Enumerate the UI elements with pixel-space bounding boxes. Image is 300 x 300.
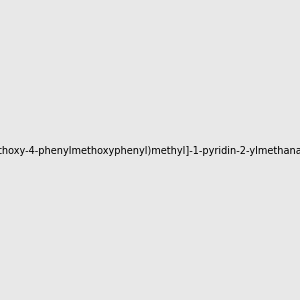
- Text: N-[(3-chloro-5-methoxy-4-phenylmethoxyphenyl)methyl]-1-pyridin-2-ylmethanamine;h: N-[(3-chloro-5-methoxy-4-phenylmethoxyph…: [0, 146, 300, 157]
